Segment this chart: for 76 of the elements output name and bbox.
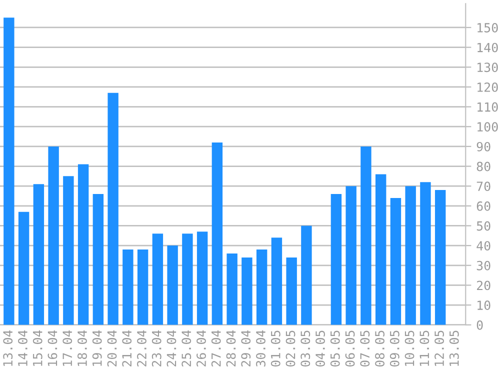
bar xyxy=(330,194,342,325)
bar xyxy=(33,184,44,325)
bar xyxy=(152,234,164,325)
y-tick-label: 0 xyxy=(476,320,483,330)
y-tick-label: 30 xyxy=(476,260,490,270)
x-tick-label: 17.04 xyxy=(62,330,72,366)
x-tick-label: 08.05 xyxy=(375,330,384,367)
x-tick-label: 24.04 xyxy=(166,330,176,366)
x-tick-label: 04.05 xyxy=(316,330,325,367)
x-tick-label: 10.05 xyxy=(404,330,414,366)
y-tick-label: 40 xyxy=(476,241,490,251)
x-tick-label: 19.04 xyxy=(92,330,102,366)
bar xyxy=(271,238,282,325)
x-tick-label: 14.04 xyxy=(18,330,28,366)
x-tick-label: 13.04 xyxy=(3,330,13,366)
bar xyxy=(182,234,193,325)
bar xyxy=(434,190,446,325)
x-tick-label: 15.04 xyxy=(32,330,42,366)
y-tick-label: 120 xyxy=(478,82,498,92)
y-tick-label: 50 xyxy=(476,221,490,231)
bar xyxy=(360,146,372,325)
y-tick-label: 10 xyxy=(478,300,490,310)
bar xyxy=(286,257,297,325)
y-tick-label: 20 xyxy=(476,280,490,290)
y-tick-label: 60 xyxy=(476,201,490,211)
x-tick-label: 30.04 xyxy=(256,330,266,367)
x-tick-label: 05.05 xyxy=(330,330,340,367)
x-tick-label: 27.04 xyxy=(211,330,221,366)
y-tick-label: 110 xyxy=(478,102,498,112)
x-tick-label: 20.04 xyxy=(107,330,117,366)
bar xyxy=(137,250,148,325)
bar xyxy=(242,257,252,325)
x-tick-label: 28.04 xyxy=(226,330,236,366)
bar xyxy=(108,92,118,325)
bar xyxy=(48,146,59,325)
bar xyxy=(167,246,178,325)
bar xyxy=(346,186,356,325)
bar xyxy=(226,253,238,325)
bar xyxy=(390,198,402,325)
bar xyxy=(196,232,208,325)
x-tick-label: 26.04 xyxy=(196,330,206,366)
y-tick-label: 70 xyxy=(476,182,490,192)
x-tick-label: 01.05 xyxy=(270,330,280,367)
y-tick-label: 140 xyxy=(478,42,498,52)
x-tick-label: 16.04 xyxy=(48,330,58,366)
bar xyxy=(18,212,30,325)
x-tick-label: 03.05 xyxy=(300,330,310,367)
y-tick-label: 130 xyxy=(478,62,498,72)
x-tick-label: 12.05 xyxy=(434,330,444,366)
x-tick-label: 29.04 xyxy=(241,330,251,366)
bar xyxy=(78,164,89,325)
bar xyxy=(256,250,268,325)
y-tick-label: 90 xyxy=(476,142,490,152)
y-tick-label: 100 xyxy=(478,122,498,132)
y-tick-label: 80 xyxy=(476,162,490,172)
bar xyxy=(405,186,416,325)
bar xyxy=(122,250,134,325)
bar xyxy=(63,176,74,325)
x-tick-label: 18.04 xyxy=(78,330,87,366)
bar xyxy=(420,182,431,325)
bar xyxy=(4,18,14,325)
x-tick-label: 07.05 xyxy=(360,330,370,367)
bar xyxy=(212,142,223,325)
bar xyxy=(375,174,386,325)
y-tick-label: 150 xyxy=(478,22,498,32)
bar xyxy=(301,226,312,325)
x-tick-label: 13.05 xyxy=(449,330,459,366)
x-tick-label: 22.04 xyxy=(137,330,146,366)
x-tick-label: 06.05 xyxy=(345,330,355,367)
x-tick-label: 23.04 xyxy=(152,330,162,366)
x-tick-label: 25.04 xyxy=(182,330,192,366)
x-tick-label: 02.05 xyxy=(286,330,296,367)
x-tick-label: 21.04 xyxy=(122,330,132,366)
x-tick-label: 11.05 xyxy=(420,330,430,366)
x-tick-label: 09.05 xyxy=(390,330,400,367)
bar xyxy=(92,194,104,325)
